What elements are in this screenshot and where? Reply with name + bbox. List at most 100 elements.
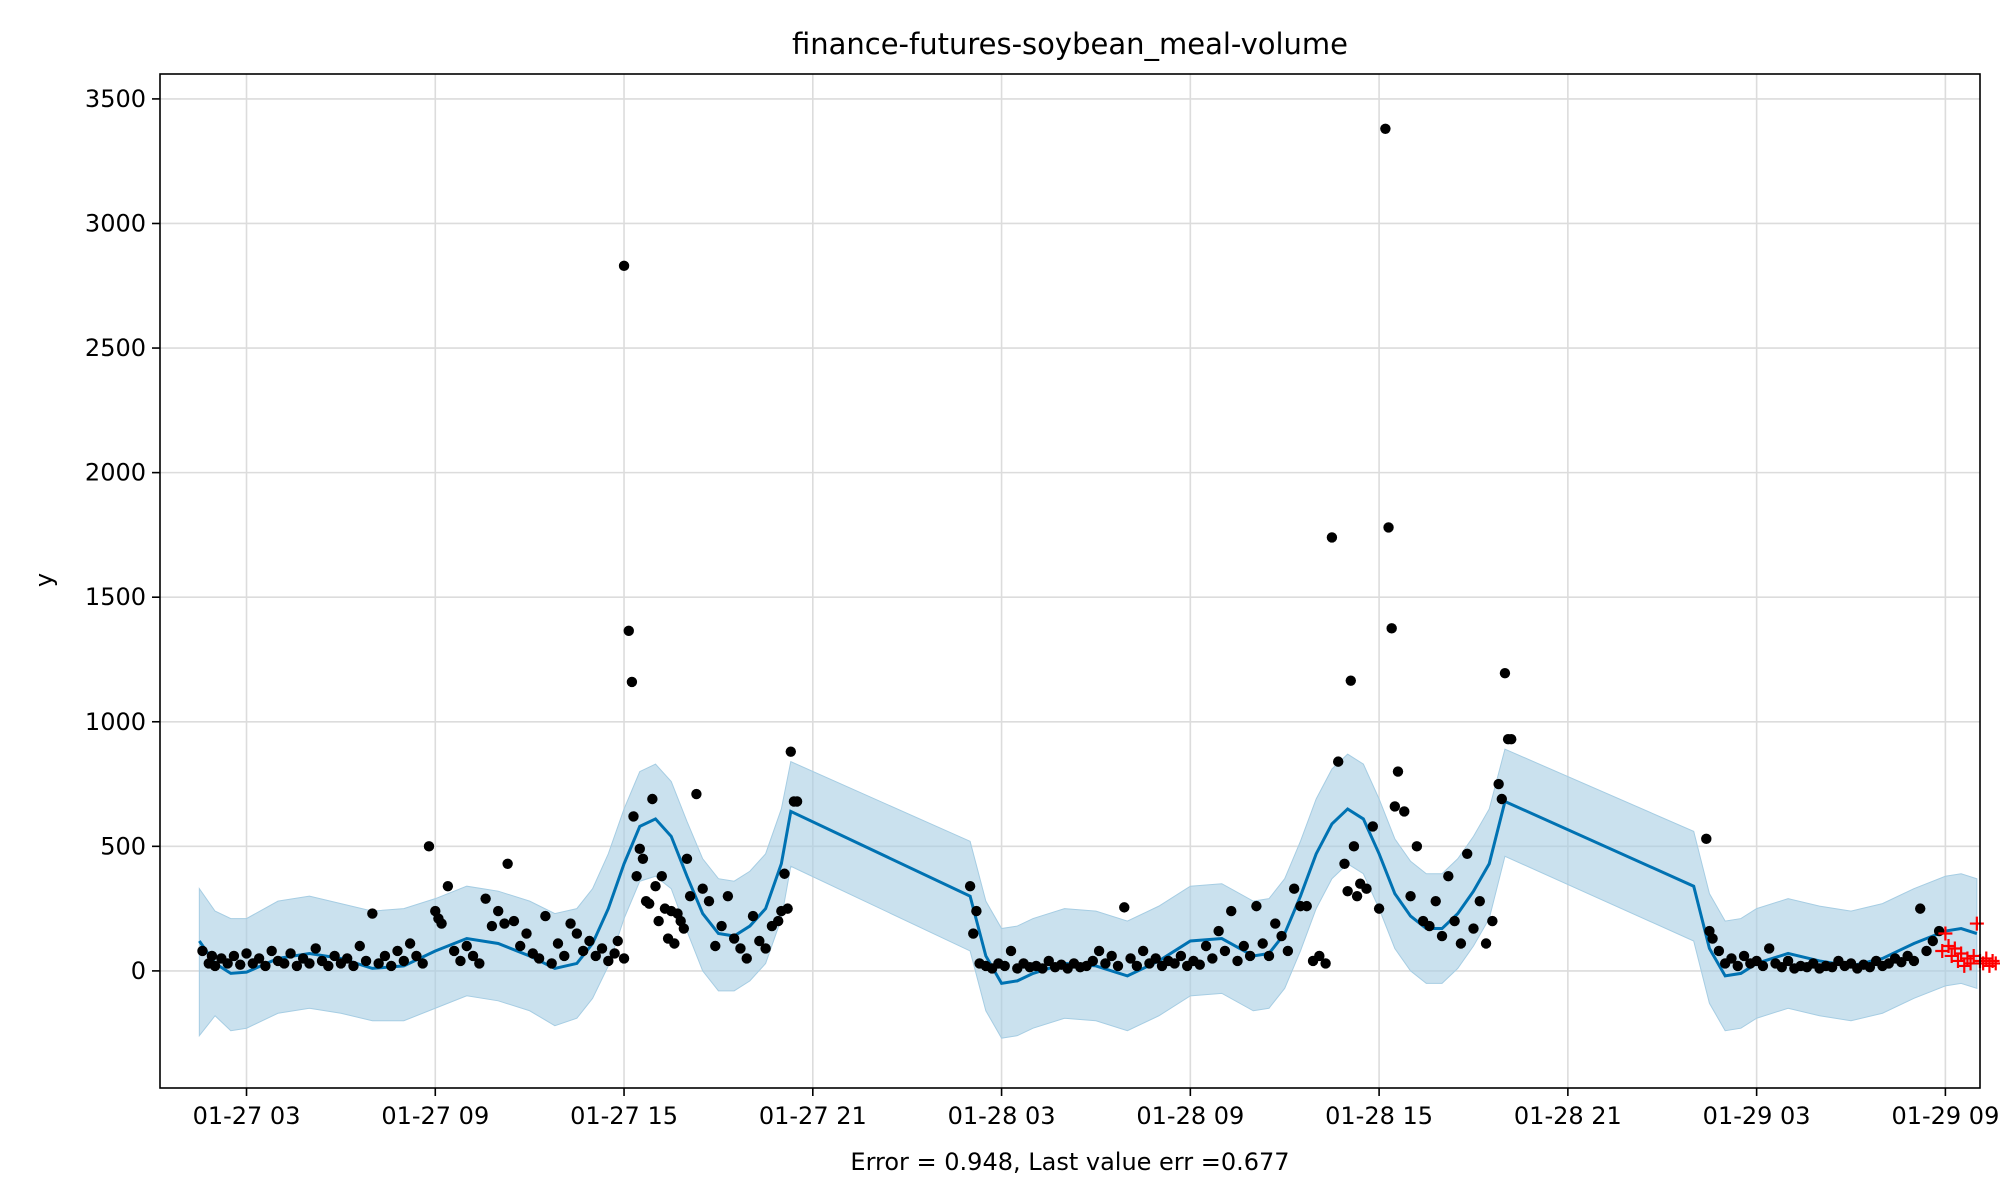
observed-point: [436, 918, 447, 929]
observed-point: [1908, 955, 1920, 967]
observed-point: [1927, 935, 1939, 947]
test-point-marker: [1979, 951, 1994, 966]
observed-point: [1175, 950, 1187, 962]
observed-point: [1093, 945, 1105, 957]
observed-point: [1125, 953, 1136, 964]
plot-frame: [159, 73, 1981, 1089]
observed-point: [634, 843, 645, 855]
observed-point: [637, 853, 649, 864]
observed-point: [779, 868, 790, 879]
observed-point: [442, 880, 454, 892]
observed-point: [1480, 938, 1492, 949]
observed-point: [1399, 806, 1410, 817]
observed-point: [398, 955, 410, 967]
observed-point: [206, 950, 218, 962]
observed-point: [1707, 933, 1718, 944]
test-point-marker: [1988, 956, 2000, 971]
test-point-marker: [1963, 956, 1978, 971]
observed-point: [1430, 895, 1441, 907]
observed-point: [669, 938, 680, 949]
observed-point: [1383, 522, 1394, 533]
y-tick-label: 500: [100, 832, 146, 860]
observed-point: [785, 746, 796, 757]
observed-point: [1207, 953, 1218, 964]
observed-point: [612, 935, 623, 947]
observed-point: [653, 915, 664, 927]
observed-point: [728, 933, 740, 944]
observed-point: [386, 960, 397, 972]
observed-point: [1493, 778, 1504, 790]
observed-point: [1713, 945, 1725, 957]
observed-point: [241, 948, 252, 959]
y-tick-label: 3500: [85, 85, 146, 113]
observed-point: [584, 935, 595, 947]
observed-point: [493, 905, 504, 917]
y-tick-label: 2500: [85, 334, 146, 362]
observed-point: [546, 958, 557, 969]
observed-point: [533, 953, 545, 964]
y-axis-ticks: 0 500 1000 1500 2000 2500 3000 3500: [85, 85, 160, 985]
observed-point: [1276, 930, 1287, 942]
observed-point: [760, 943, 771, 954]
y-axis-label: y: [30, 573, 58, 587]
observed-point: [650, 880, 661, 892]
observed-point: [710, 940, 721, 952]
observed-point: [1506, 734, 1517, 745]
observed-point: [521, 928, 532, 939]
observed-point: [474, 958, 485, 969]
observed-point: [1496, 793, 1507, 805]
observed-point: [1738, 950, 1750, 962]
observed-point: [455, 955, 466, 967]
test-point-marker: [1969, 916, 1984, 931]
observed-point: [735, 943, 746, 954]
observed-point: [1782, 955, 1794, 967]
observed-point: [571, 928, 583, 939]
observed-point: [291, 960, 303, 972]
observed-point: [423, 841, 435, 852]
observed-point: [304, 958, 315, 969]
observed-point: [697, 883, 708, 894]
observed-point: [1232, 955, 1243, 967]
observed-point: [1915, 903, 1926, 914]
observed-point: [467, 950, 479, 962]
observed-point: [480, 893, 491, 904]
observed-point: [559, 950, 570, 962]
observed-point: [1345, 675, 1356, 686]
observed-point: [499, 918, 510, 929]
observed-point: [1137, 945, 1149, 957]
observed-point: [603, 955, 614, 967]
observed-point: [1361, 883, 1372, 894]
observed-point: [971, 905, 982, 917]
observed-point: [577, 945, 589, 957]
uncertainty-band-area: [198, 748, 1978, 1039]
observed-point: [1380, 123, 1391, 135]
observed-point: [1131, 960, 1143, 972]
observed-point: [1389, 801, 1401, 812]
observed-point: [367, 908, 378, 919]
x-axis-label: Error = 0.948, Last value err =0.677: [850, 1148, 1289, 1176]
observed-point: [1194, 959, 1205, 970]
observed-point: [266, 945, 277, 957]
observed-point: [590, 950, 601, 962]
x-axis-ticks: 01-27 03 01-27 09 01-27 15 01-27 21 01-28 03…: [193, 1088, 1999, 1130]
observed-point: [1301, 900, 1312, 912]
observed-point: [722, 890, 734, 902]
observed-point: [1424, 920, 1435, 932]
observed-point: [1487, 915, 1498, 927]
observed-point: [1169, 958, 1180, 969]
observed-point: [486, 920, 498, 932]
observed-point: [1392, 766, 1404, 777]
observed-point: [703, 895, 715, 907]
observed-point: [1270, 918, 1281, 929]
observed-point: [515, 940, 526, 952]
observed-point: [285, 948, 296, 959]
y-tick-label: 0: [131, 957, 146, 985]
observed-point: [448, 945, 460, 957]
observed-point: [1333, 756, 1344, 767]
observed-point: [691, 788, 702, 800]
observed-point: [1326, 532, 1338, 543]
observed-point: [1314, 950, 1325, 962]
observed-point: [656, 871, 667, 882]
observed-point: [681, 853, 693, 864]
